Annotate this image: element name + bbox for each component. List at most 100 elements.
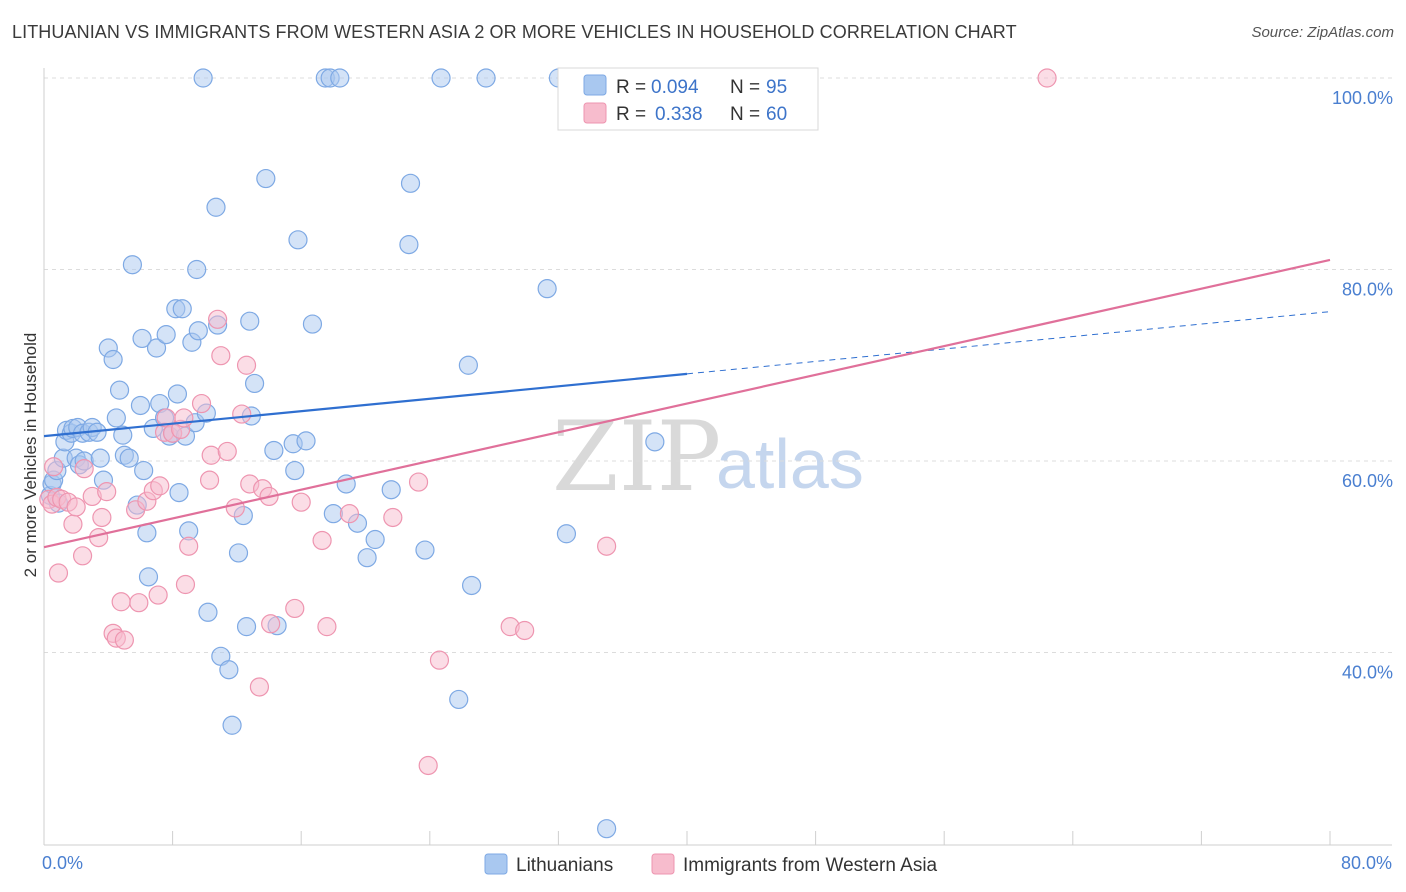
series-legend: Lithuanians Immigrants from Western Asia	[484, 853, 938, 876]
data-point	[111, 592, 131, 612]
data-point	[415, 540, 435, 560]
source-label: Source: ZipAtlas.com	[1251, 24, 1394, 41]
chart-title: LITHUANIAN VS IMMIGRANTS FROM WESTERN AS…	[12, 22, 1017, 42]
watermark-atlas: atlas	[716, 425, 864, 503]
y-tick-label: 100.0%	[1332, 88, 1393, 108]
data-point	[122, 255, 143, 275]
data-point	[119, 448, 139, 468]
data-point	[217, 441, 237, 462]
data-point	[312, 530, 332, 551]
data-point	[48, 563, 69, 583]
data-point	[249, 677, 270, 697]
x-tick-label: 0.0%	[42, 853, 83, 873]
data-point	[74, 459, 94, 479]
data-point	[232, 404, 252, 424]
data-point	[191, 393, 212, 414]
data-point	[476, 68, 496, 88]
data-point	[461, 575, 482, 596]
data-point	[458, 355, 478, 375]
data-point	[188, 321, 208, 341]
x-tick-labels: 0.0% 80.0%	[42, 853, 1392, 873]
data-point	[134, 460, 154, 481]
legend-n-value: 95	[766, 77, 787, 98]
data-point	[264, 440, 284, 461]
data-point	[225, 498, 245, 518]
trend-line-lithuanians	[43, 372, 688, 438]
data-point	[103, 349, 123, 370]
data-point	[240, 311, 260, 331]
data-point	[106, 408, 126, 428]
data-point	[261, 614, 281, 634]
data-point	[645, 432, 665, 452]
data-point	[187, 259, 207, 280]
data-point	[175, 574, 196, 595]
data-point	[244, 373, 265, 394]
data-point	[146, 338, 167, 358]
legend-n-value: 60	[766, 104, 787, 125]
data-point	[44, 457, 64, 477]
correlation-legend: R = 0.094 N = 95 R = 0.338 N = 60	[557, 67, 819, 131]
data-point	[291, 492, 311, 512]
data-point	[339, 504, 360, 524]
data-point	[418, 755, 438, 776]
data-point	[288, 230, 308, 250]
x-tick-label: 80.0%	[1341, 853, 1392, 873]
data-point	[193, 68, 213, 88]
data-point	[72, 546, 93, 566]
axes	[43, 68, 1392, 846]
legend-n-label: N =	[730, 104, 760, 125]
legend-swatch-pink	[583, 102, 607, 124]
data-point	[515, 620, 535, 641]
y-tick-labels: 40.0% 60.0% 80.0% 100.0%	[1332, 88, 1393, 683]
data-point	[400, 173, 421, 193]
data-point	[63, 514, 83, 534]
legend-r-value: 0.094	[651, 77, 699, 98]
data-point	[97, 482, 117, 502]
data-point	[208, 309, 228, 329]
data-point	[449, 689, 469, 710]
data-point	[138, 567, 159, 587]
data-point	[114, 630, 134, 650]
data-point	[556, 524, 577, 544]
data-point	[365, 529, 385, 550]
data-point	[109, 380, 130, 400]
data-point	[129, 593, 149, 613]
data-point	[156, 325, 176, 345]
y-axis-label: 2 or more Vehicles in Household	[21, 333, 40, 578]
legend-r-label: R =	[616, 104, 646, 125]
data-point	[357, 548, 377, 568]
data-point	[317, 617, 337, 637]
data-point	[148, 585, 168, 605]
data-point	[66, 497, 86, 517]
data-point	[228, 543, 249, 563]
data-point	[1037, 68, 1057, 88]
bottom-legend-label-lithuanians: Lithuanians	[516, 855, 613, 876]
bottom-legend-swatch-pink	[651, 853, 675, 875]
data-point	[597, 536, 617, 556]
data-point	[206, 197, 226, 217]
data-point	[169, 482, 189, 503]
data-point	[198, 602, 218, 622]
gridlines	[44, 77, 1392, 653]
watermark-zip: ZIP	[552, 401, 721, 513]
data-point	[296, 431, 316, 451]
data-point	[211, 346, 231, 366]
bottom-legend-label-western-asia: Immigrants from Western Asia	[683, 855, 938, 876]
legend-r-label: R =	[616, 77, 646, 98]
y-tick-label: 80.0%	[1342, 280, 1393, 300]
data-point	[399, 235, 419, 255]
legend-n-label: N =	[730, 77, 760, 98]
data-point	[201, 445, 221, 465]
data-point	[323, 504, 343, 524]
data-point	[113, 425, 133, 445]
data-point	[90, 448, 110, 468]
data-point	[537, 279, 557, 299]
data-point	[92, 507, 112, 528]
trend-line-western-asia	[43, 258, 1331, 549]
data-point	[285, 460, 305, 481]
data-point	[256, 168, 276, 189]
data-point	[381, 480, 401, 500]
data-point	[179, 536, 199, 556]
data-point	[408, 472, 429, 492]
